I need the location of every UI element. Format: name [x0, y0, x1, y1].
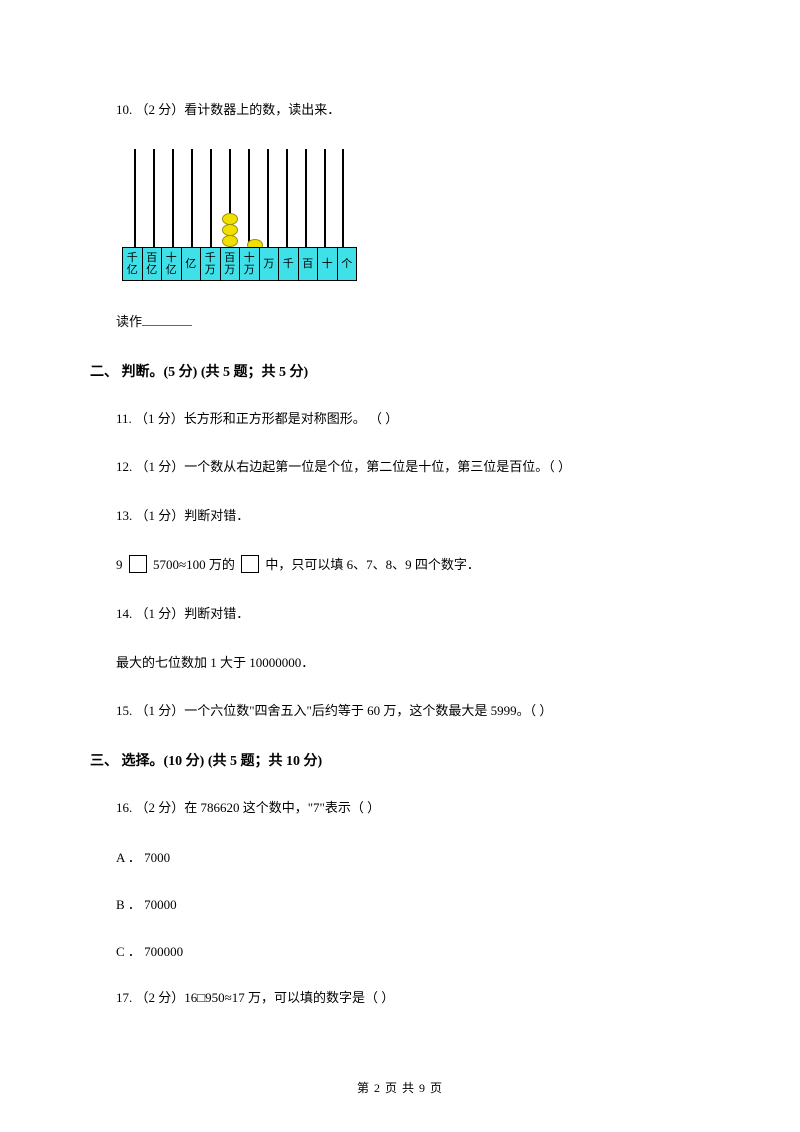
q14-body: 最大的七位数加 1 大于 10000000． [116, 653, 710, 674]
q13: 13. （1 分）判断对错． [90, 506, 710, 527]
blank-box-2 [241, 555, 259, 573]
abacus-label: 亿 [182, 248, 202, 280]
q16-opt-c: C ． 700000 [116, 941, 710, 960]
abacus-label: 百 [299, 248, 319, 280]
abacus-label: 十万 [240, 248, 260, 280]
abacus-label: 百亿 [143, 248, 163, 280]
q16: 16. （2 分）在 786620 这个数中，"7"表示（ ） [90, 798, 710, 819]
section3-title: 三、 选择。(10 分) (共 5 题；共 10 分) [90, 750, 710, 770]
abacus-label: 百万 [221, 248, 241, 280]
abacus-rod [153, 149, 155, 249]
q14: 14. （1 分）判断对错． [90, 604, 710, 625]
q13-expr-b: 5700≈100 万的 [150, 557, 238, 572]
abacus-rod [286, 149, 288, 249]
abacus-label: 个 [338, 248, 357, 280]
abacus-label: 十亿 [162, 248, 182, 280]
q15: 15. （1 分）一个六位数"四舍五入"后约等于 60 万，这个数最大是 599… [90, 701, 710, 722]
q17: 17. （2 分）16□950≈17 万，可以填的数字是（ ） [90, 988, 710, 1009]
blank-box-1 [129, 555, 147, 573]
blank-underline [142, 313, 192, 326]
q13-expr-c: 中，只可以填 6、7、8、9 四个数字． [262, 557, 480, 572]
abacus-rod [134, 149, 136, 249]
abacus-rod [172, 149, 174, 249]
abacus-rod [305, 149, 307, 249]
read-label: 读作 [116, 314, 142, 329]
abacus-label: 万 [260, 248, 280, 280]
q10-read: 读作 [90, 312, 710, 333]
abacus-rod [267, 149, 269, 249]
page-footer: 第 2 页 共 9 页 [0, 1079, 800, 1096]
abacus-rod [210, 149, 212, 249]
abacus-rod [342, 149, 344, 249]
q16-opt-b: B ． 70000 [116, 894, 710, 913]
q11: 11. （1 分）长方形和正方形都是对称图形。 （ ） [90, 409, 710, 430]
q13-body: 9 5700≈100 万的 中，只可以填 6、7、8、9 四个数字． [116, 555, 710, 576]
q10-text: 10. （2 分）看计数器上的数，读出来． [90, 100, 710, 121]
abacus-rod [191, 149, 193, 249]
abacus-label: 千 [279, 248, 299, 280]
q16-opt-a: A ． 7000 [116, 847, 710, 866]
abacus-figure: 千亿百亿十亿亿千万百万十万万千百十个 [122, 149, 357, 284]
abacus-bead [222, 235, 238, 247]
abacus-bead [222, 213, 238, 225]
section2-title: 二、 判断。(5 分) (共 5 题；共 5 分) [90, 361, 710, 381]
abacus-rod [229, 149, 231, 249]
abacus-base: 千亿百亿十亿亿千万百万十万万千百十个 [122, 247, 357, 281]
abacus-label: 十 [318, 248, 338, 280]
q13-expr-a: 9 [116, 557, 126, 572]
abacus-rod [324, 149, 326, 249]
abacus-rod [248, 149, 250, 249]
abacus-bead [222, 224, 238, 236]
page-content: 10. （2 分）看计数器上的数，读出来． 千亿百亿十亿亿千万百万十万万千百十个… [0, 0, 800, 1077]
q12: 12. （1 分）一个数从右边起第一位是个位，第二位是十位，第三位是百位。（ ） [90, 457, 710, 478]
abacus-label: 千亿 [123, 248, 143, 280]
abacus-label: 千万 [201, 248, 221, 280]
